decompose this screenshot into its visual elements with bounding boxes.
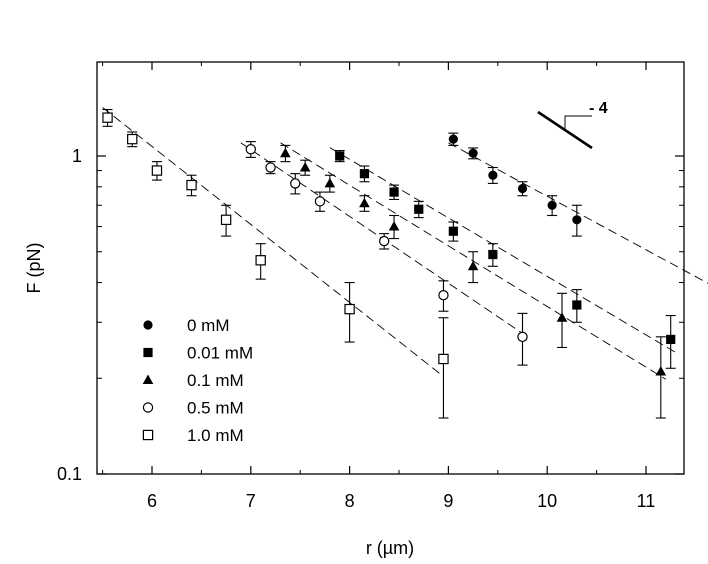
data-point — [572, 300, 582, 310]
data-point — [572, 215, 582, 225]
data-point — [448, 134, 458, 144]
legend-label: 0.01 mM — [187, 344, 253, 363]
data-point — [265, 162, 276, 173]
data-point — [517, 183, 528, 194]
data-point — [102, 112, 113, 123]
legend-marker — [142, 429, 154, 441]
data-point — [556, 312, 568, 322]
data-point — [245, 144, 256, 155]
data-point — [468, 148, 478, 158]
y-axis-label: F (pN) — [24, 243, 44, 294]
x-tick-label: 11 — [637, 491, 656, 511]
y-tick-label: 1 — [72, 146, 82, 166]
data-point — [448, 226, 458, 236]
x-axis-label: r (µm) — [366, 538, 414, 558]
data-point — [655, 366, 667, 376]
data-point — [517, 331, 528, 343]
data-point — [488, 249, 498, 260]
legend-label: 0 mM — [187, 316, 230, 335]
data-point — [414, 204, 424, 214]
data-point — [666, 334, 676, 345]
data-point — [344, 303, 355, 315]
legend-marker — [142, 374, 154, 384]
data-point — [186, 179, 197, 191]
slope-annotation: - 4 — [589, 100, 608, 117]
data-point — [359, 169, 370, 179]
slope-indicator-corner — [564, 115, 592, 130]
data-point — [488, 170, 498, 180]
legend-label: 0.5 mM — [187, 399, 244, 418]
legend-label: 0.1 mM — [187, 371, 244, 390]
data-point — [290, 178, 301, 189]
data-point — [280, 147, 291, 158]
data-point — [438, 353, 449, 365]
data-point — [388, 221, 400, 231]
x-tick-label: 10 — [537, 491, 557, 511]
y-tick-label: 0.1 — [57, 464, 82, 484]
fit-line — [102, 107, 444, 377]
data-point — [127, 133, 138, 145]
legend-marker — [143, 347, 153, 358]
legend-marker — [142, 402, 154, 413]
x-tick-label: 8 — [345, 491, 355, 511]
data-point — [220, 214, 232, 226]
x-tick-label: 6 — [147, 491, 157, 511]
data-point — [324, 177, 336, 188]
data-point — [467, 260, 479, 271]
legend-marker — [143, 320, 153, 330]
data-point — [299, 162, 311, 172]
data-point — [335, 151, 345, 161]
data-point — [547, 200, 557, 210]
data-point — [438, 289, 449, 301]
x-tick-label: 9 — [443, 491, 453, 511]
data-point — [378, 235, 390, 247]
data-point — [255, 255, 266, 266]
fit-line — [448, 142, 708, 284]
data-point — [151, 165, 163, 176]
data-point — [389, 187, 399, 197]
data-point — [359, 197, 370, 208]
legend-label: 1.0 mM — [187, 426, 244, 445]
plot-frame — [96, 61, 685, 475]
x-tick-label: 7 — [246, 491, 256, 511]
fit-line — [329, 147, 676, 353]
data-point — [314, 196, 326, 207]
